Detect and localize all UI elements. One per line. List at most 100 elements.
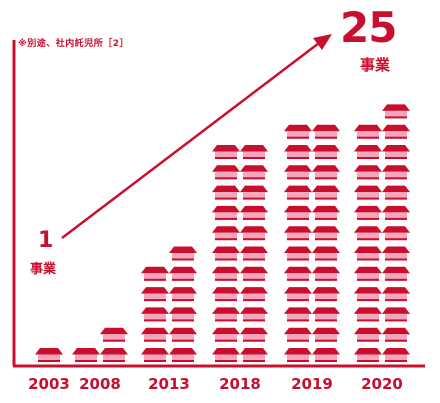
house-icon (141, 266, 169, 281)
footnote: ※別途、社内託児所［2］ (18, 39, 130, 49)
bar-2020 (354, 104, 410, 362)
house-icon (169, 287, 197, 302)
house-icon (354, 226, 382, 241)
house-icon (212, 327, 240, 342)
house-icon (354, 205, 382, 220)
house-icon (382, 307, 410, 322)
house-icon (354, 327, 382, 342)
house-icon (312, 307, 340, 322)
house-icon (212, 307, 240, 322)
house-icon (100, 327, 128, 342)
house-icon (382, 327, 410, 342)
house-icon (240, 327, 268, 342)
growth-arrow (61, 34, 332, 239)
house-icon (212, 185, 240, 200)
house-icon (212, 348, 240, 362)
house-icon (240, 246, 268, 261)
house-icon (312, 205, 340, 220)
house-icon (141, 327, 169, 342)
house-icon (382, 246, 410, 261)
house-icon (141, 307, 169, 322)
house-icon (100, 348, 128, 362)
house-icon (240, 348, 268, 362)
house-icon (354, 246, 382, 261)
house-icon (212, 266, 240, 281)
house-icon (312, 246, 340, 261)
house-icon (284, 185, 312, 200)
house-icon (382, 145, 410, 159)
house-icon (382, 104, 410, 119)
house-icon (284, 226, 312, 241)
house-icon (284, 307, 312, 322)
house-icon (284, 145, 312, 159)
house-icon (354, 165, 382, 180)
house-icon (354, 348, 382, 362)
tick-label-2020: 2020 (361, 375, 403, 393)
house-icon (169, 266, 197, 281)
tick-label-2018: 2018 (219, 375, 261, 393)
house-icon (284, 327, 312, 342)
tick-label-2019: 2019 (291, 375, 333, 393)
house-icon (284, 205, 312, 220)
house-icon (382, 348, 410, 362)
bar-2003 (35, 348, 63, 362)
start-unit-label: 事業 (30, 262, 57, 277)
house-icon (240, 185, 268, 200)
house-icon (312, 226, 340, 241)
house-icon (212, 165, 240, 180)
house-icon (382, 165, 410, 180)
house-icon (212, 287, 240, 302)
house-icon (284, 348, 312, 362)
house-icon (212, 145, 240, 159)
house-icon (169, 327, 197, 342)
bar-2013 (141, 246, 197, 362)
tick-label-2003: 2003 (28, 375, 70, 393)
house-icon (169, 307, 197, 322)
house-icon (35, 348, 63, 362)
house-icon (141, 287, 169, 302)
house-icon (354, 307, 382, 322)
house-icon (382, 287, 410, 302)
house-icon (240, 226, 268, 241)
house-icon (240, 266, 268, 281)
bar-2008 (72, 327, 128, 362)
house-icon (240, 287, 268, 302)
house-icon (312, 266, 340, 281)
house-icon (312, 185, 340, 200)
house-icon (382, 205, 410, 220)
house-icon (284, 287, 312, 302)
house-icon (354, 124, 382, 139)
house-icon (240, 165, 268, 180)
house-icon (382, 185, 410, 200)
house-icon (312, 348, 340, 362)
house-icon (354, 185, 382, 200)
house-icon (354, 266, 382, 281)
house-icon (212, 205, 240, 220)
house-icon (382, 226, 410, 241)
house-icon (284, 165, 312, 180)
house-icon (382, 266, 410, 281)
house-icon (312, 287, 340, 302)
house-icon (312, 124, 340, 139)
house-icon (354, 287, 382, 302)
house-icon (240, 145, 268, 159)
start-value-label: 1 (38, 228, 54, 253)
house-icon (212, 226, 240, 241)
house-icon (312, 165, 340, 180)
house-icon (284, 246, 312, 261)
tick-label-2008: 2008 (79, 375, 121, 393)
house-icon (169, 348, 197, 362)
bar-2018 (212, 145, 268, 362)
house-icon (312, 327, 340, 342)
end-value-label: 25 (340, 3, 397, 52)
house-icon (284, 266, 312, 281)
house-icon (382, 124, 410, 139)
bar-2019 (284, 124, 340, 362)
house-icon (169, 246, 197, 261)
house-icon (72, 348, 100, 362)
tick-label-2013: 2013 (148, 375, 190, 393)
end-unit-label: 事業 (360, 56, 391, 74)
house-icon (240, 307, 268, 322)
